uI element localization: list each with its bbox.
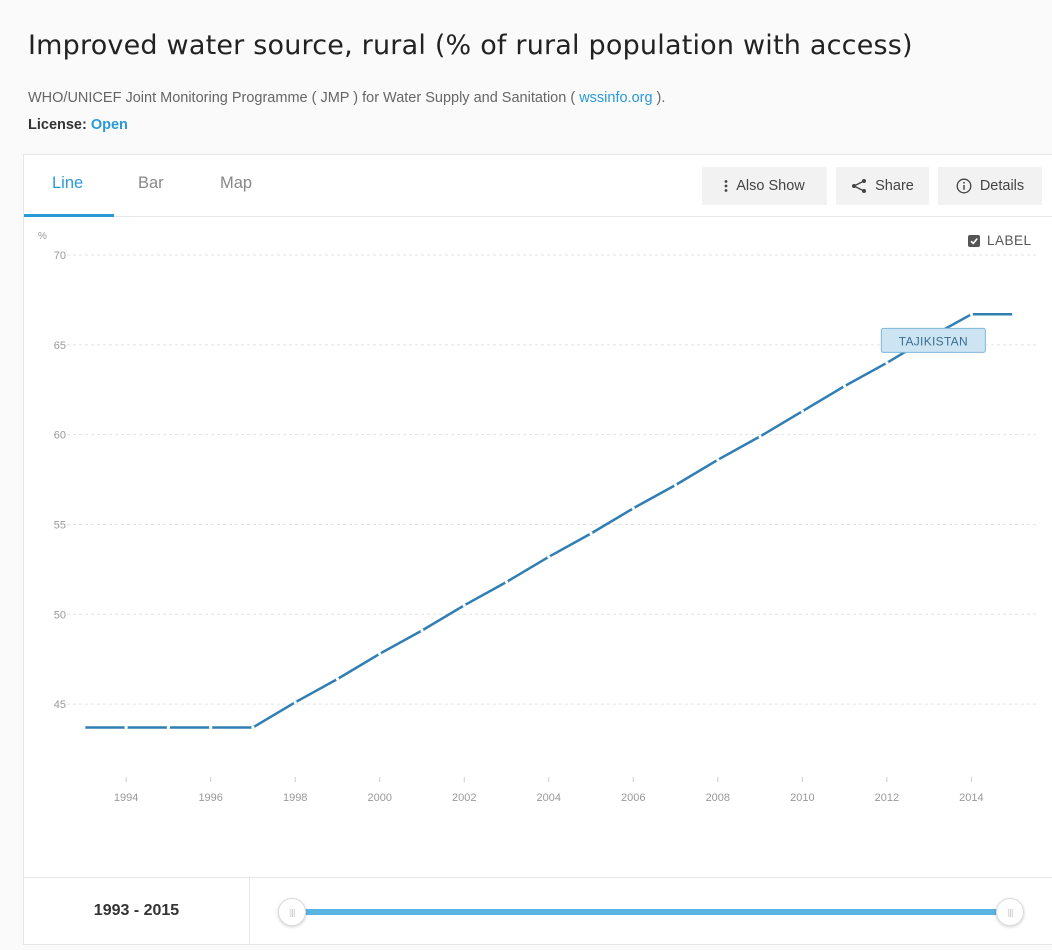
label-toggle-text: LABEL: [987, 233, 1032, 248]
y-tick-label: 70: [54, 250, 66, 262]
data-point: [124, 725, 128, 730]
chart-panel: Line Bar Map Also Show Share Details LAB…: [23, 154, 1052, 884]
data-point: [547, 555, 551, 559]
x-tick-label: 2000: [367, 792, 391, 804]
y-tick-label: 65: [54, 340, 66, 352]
also-show-button[interactable]: Also Show: [702, 167, 827, 205]
details-label: Details: [979, 178, 1025, 194]
data-point: [800, 409, 804, 413]
series-label: TAJIKISTAN: [899, 334, 968, 348]
x-tick-label: 2012: [875, 792, 899, 804]
series-label-badge: [880, 327, 986, 353]
range-slider-track[interactable]: [292, 909, 1012, 915]
x-tick-label: 2006: [621, 792, 645, 804]
license-link[interactable]: Open: [90, 117, 128, 133]
x-tick-label: 1996: [198, 792, 222, 804]
line-chart: % 45 50 55 60 65 70 1994 1996 1998 2000 2002 2004 200…: [38, 231, 1039, 804]
details-button[interactable]: Details: [938, 167, 1042, 205]
share-button[interactable]: Share: [836, 167, 929, 205]
x-tick-label: 2002: [452, 792, 476, 804]
x-tick-label: 2010: [790, 792, 814, 804]
source-text: WHO/UNICEF Joint Monitoring Programme ( …: [28, 90, 580, 106]
page-title: Improved water source, rural (% of rural…: [28, 30, 913, 61]
data-point: [251, 725, 255, 730]
x-tick-label: 2004: [537, 792, 561, 804]
data-point: [673, 483, 678, 487]
data-point: [293, 700, 297, 704]
series-line: [83, 313, 1014, 729]
info-icon: [956, 178, 972, 194]
data-point: [166, 725, 171, 730]
source-line: WHO/UNICEF Joint Monitoring Programme ( …: [28, 90, 665, 106]
checkbox-checked-icon[interactable]: [968, 234, 980, 247]
data-point: [504, 580, 509, 584]
x-tick-label: 1998: [283, 792, 307, 804]
x-tick-label: 1994: [114, 792, 138, 804]
license-line: License: Open: [28, 117, 128, 133]
source-suffix: ).: [652, 90, 666, 106]
share-icon: [851, 179, 867, 193]
data-point: [462, 603, 466, 607]
data-point: [378, 652, 382, 656]
x-tick-label: 2008: [706, 792, 730, 804]
y-tick-label: 60: [54, 430, 66, 442]
y-tick-label: 50: [54, 609, 66, 621]
data-point: [716, 458, 720, 462]
label-toggle[interactable]: LABEL: [968, 233, 1032, 248]
license-label: License:: [28, 117, 91, 133]
more-vertical-icon: [724, 179, 728, 193]
tab-bar[interactable]: Bar: [138, 174, 164, 192]
data-point: [82, 725, 86, 730]
data-point: [758, 434, 762, 439]
range-end-handle[interactable]: |||: [996, 898, 1024, 926]
data-point: [335, 677, 340, 681]
active-tab-indicator: [24, 214, 114, 217]
source-link[interactable]: wssinfo.org: [579, 90, 653, 106]
data-point: [420, 628, 424, 633]
data-point: [969, 312, 973, 316]
share-label: Share: [875, 178, 914, 194]
range-footer: 1993 - 2015 ||| |||: [23, 877, 1052, 945]
data-point: [843, 384, 847, 388]
y-tick-label: 45: [54, 699, 66, 711]
tab-map[interactable]: Map: [220, 174, 253, 192]
x-tick-label: 2014: [959, 792, 983, 804]
data-point: [209, 725, 213, 730]
y-tick-label: 55: [54, 519, 66, 531]
year-range-label: 1993 - 2015: [24, 878, 250, 944]
data-point: [1012, 312, 1016, 316]
y-axis-unit-label: %: [38, 231, 47, 242]
chart-tabs: Line Bar Map Also Show Share Details: [24, 155, 1052, 217]
data-point: [589, 531, 593, 536]
tab-line[interactable]: Line: [52, 174, 84, 192]
also-show-label: Also Show: [736, 178, 805, 194]
data-point: [631, 506, 635, 510]
data-point: [885, 361, 889, 365]
range-start-handle[interactable]: |||: [278, 898, 306, 926]
